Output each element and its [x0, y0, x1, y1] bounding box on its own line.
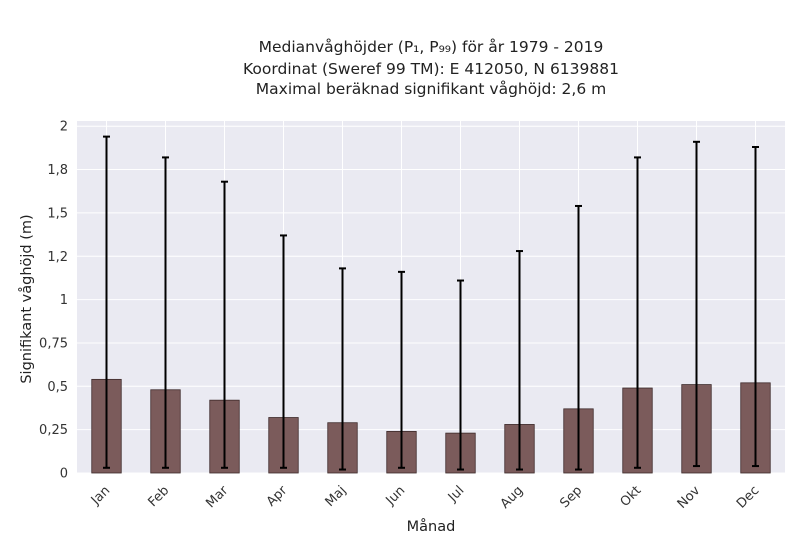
y-tick-label: 1 — [60, 293, 68, 308]
title-line-2: Koordinat (Sweref 99 TM): E 412050, N 61… — [243, 60, 619, 78]
plot-area — [77, 121, 785, 473]
x-tick-label: Apr — [264, 483, 291, 510]
y-tick-label: 1,2 — [47, 250, 68, 265]
y-tick-label: 0,75 — [39, 336, 68, 351]
x-tick-label: Okt — [618, 483, 645, 510]
title-line-3: Maximal beräknad signifikant våghöjd: 2,… — [256, 80, 606, 98]
x-axis-label: Månad — [407, 518, 456, 535]
y-tick-label: 2 — [60, 120, 68, 135]
x-tick-label: Nov — [675, 483, 704, 512]
x-tick-label: Feb — [145, 483, 172, 510]
y-axis-label: Signifikant våghöjd (m) — [18, 214, 35, 383]
x-tick-label: Jun — [383, 483, 409, 509]
title-line-1: Medianvåghöjder (P₁, P₉₉) för år 1979 - … — [259, 38, 604, 56]
x-tick-label: Mar — [203, 483, 231, 511]
x-tick-labels: Jan Feb Mar Apr Maj Jun Jul Aug Sep Okt Nov Dec — [88, 483, 762, 512]
y-tick-labels: 0 0,25 0,5 0,75 1 1,2 1,5 1,8 2 — [39, 120, 68, 482]
y-tick-label: 1,5 — [47, 206, 68, 221]
x-tick-label: Jan — [88, 483, 113, 508]
y-tick-label: 0,25 — [39, 423, 68, 438]
x-tick-label: Jul — [445, 483, 467, 505]
x-tick-label: Dec — [734, 483, 762, 511]
y-tick-label: 0,5 — [47, 380, 68, 395]
x-tick-label: Aug — [498, 483, 527, 512]
x-tick-label: Maj — [323, 483, 350, 510]
chart-title: Medianvåghöjder (P₁, P₉₉) för år 1979 - … — [243, 38, 619, 98]
x-tick-label: Sep — [557, 483, 585, 511]
error-bars — [103, 135, 759, 471]
y-tick-label: 1,8 — [47, 163, 68, 178]
y-tick-label: 0 — [60, 467, 68, 482]
